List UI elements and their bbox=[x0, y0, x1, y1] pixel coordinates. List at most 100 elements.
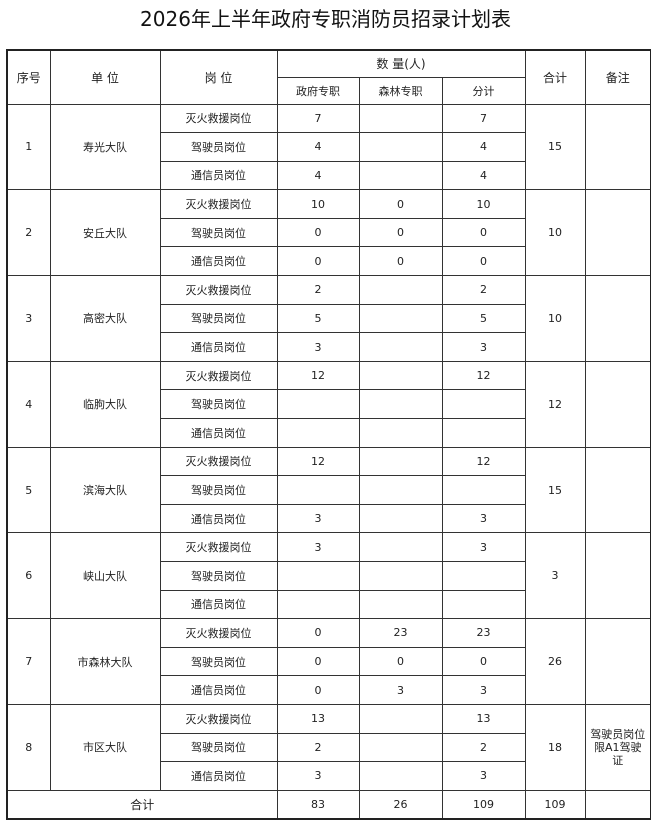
subtotal-cell: 23 bbox=[441, 618, 526, 648]
note-cell bbox=[584, 446, 651, 534]
table-row: 驾驶员岗位 bbox=[7, 561, 651, 591]
header-unit: 单 位 bbox=[49, 49, 161, 105]
unit-cell: 寿光大队 bbox=[49, 103, 161, 191]
header-forest: 森林专职 bbox=[358, 76, 443, 105]
subtotal-cell bbox=[441, 589, 526, 620]
subtotal-cell: 3 bbox=[441, 761, 526, 791]
forest-cell: 0 bbox=[358, 189, 443, 219]
subtotal-cell: 12 bbox=[441, 446, 526, 477]
position-cell: 通信员岗位 bbox=[159, 332, 278, 362]
position-cell: 驾驶员岗位 bbox=[159, 303, 278, 334]
total-cell: 10 bbox=[524, 189, 586, 277]
gov-cell: 3 bbox=[276, 761, 360, 791]
index-cell: 4 bbox=[6, 360, 51, 448]
position-cell: 驾驶员岗位 bbox=[159, 561, 278, 591]
table-row: 通信员岗位 bbox=[7, 589, 651, 620]
note-cell bbox=[584, 189, 651, 277]
unit-cell: 市区大队 bbox=[49, 703, 161, 791]
position-cell: 灭火救援岗位 bbox=[159, 103, 278, 134]
forest-cell bbox=[358, 732, 443, 763]
position-cell: 灭火救援岗位 bbox=[159, 275, 278, 305]
unit-cell: 临朐大队 bbox=[49, 360, 161, 448]
position-cell: 通信员岗位 bbox=[159, 589, 278, 620]
summary-note bbox=[584, 789, 651, 820]
gov-cell: 3 bbox=[276, 532, 360, 562]
header-gov: 政府专职 bbox=[276, 76, 360, 105]
header-index: 序号 bbox=[6, 49, 51, 105]
table-row: 通信员岗位 4 4 bbox=[7, 160, 651, 191]
position-cell: 通信员岗位 bbox=[159, 418, 278, 448]
position-cell: 通信员岗位 bbox=[159, 246, 278, 277]
position-cell: 驾驶员岗位 bbox=[159, 475, 278, 505]
gov-cell bbox=[276, 389, 360, 420]
table-row: 2 安丘大队 灭火救援岗位 10 0 10 10 bbox=[6, 189, 651, 277]
note-cell bbox=[584, 532, 651, 620]
index-cell: 6 bbox=[6, 532, 51, 620]
index-cell: 1 bbox=[6, 103, 51, 191]
summary-label: 合计 bbox=[6, 789, 278, 820]
forest-cell: 0 bbox=[358, 646, 443, 677]
table-row: 8 市区大队 灭火救援岗位 13 13 18 驾驶员岗位限A1驾驶证 bbox=[6, 703, 651, 791]
forest-cell bbox=[358, 761, 443, 791]
gov-cell: 13 bbox=[276, 703, 360, 734]
table-row: 5 滨海大队 灭火救援岗位 12 12 15 bbox=[6, 446, 651, 534]
header-quantity: 数 量(人) bbox=[276, 49, 526, 78]
gov-cell: 2 bbox=[276, 732, 360, 763]
gov-cell: 0 bbox=[276, 646, 360, 677]
header-note: 备注 bbox=[584, 49, 651, 105]
summary-subtotal: 109 bbox=[441, 789, 526, 820]
position-cell: 通信员岗位 bbox=[159, 761, 278, 791]
gov-cell bbox=[276, 475, 360, 505]
subtotal-cell bbox=[441, 561, 526, 591]
forest-cell bbox=[358, 532, 443, 562]
forest-cell bbox=[358, 703, 443, 734]
unit-cell: 安丘大队 bbox=[49, 189, 161, 277]
forest-cell bbox=[358, 360, 443, 391]
subtotal-cell: 3 bbox=[441, 532, 526, 562]
position-cell: 驾驶员岗位 bbox=[159, 217, 278, 248]
gov-cell: 0 bbox=[276, 246, 360, 277]
forest-cell bbox=[358, 446, 443, 477]
subtotal-cell bbox=[441, 389, 526, 420]
table-row: 1 寿光大队 灭火救援岗位 7 7 15 bbox=[6, 103, 651, 191]
subtotal-cell: 0 bbox=[441, 246, 526, 277]
table-row: 4 临朐大队 灭火救援岗位 12 12 12 bbox=[6, 360, 651, 448]
index-cell: 5 bbox=[6, 446, 51, 534]
gov-cell: 10 bbox=[276, 189, 360, 219]
forest-cell: 23 bbox=[358, 618, 443, 648]
forest-cell bbox=[358, 332, 443, 362]
gov-cell bbox=[276, 418, 360, 448]
unit-cell: 高密大队 bbox=[49, 275, 161, 362]
page-title: 2026年上半年政府专职消防员招录计划表 bbox=[140, 7, 511, 31]
subtotal-cell: 2 bbox=[441, 732, 526, 763]
summary-row: 合计 83 26 109 109 bbox=[6, 789, 651, 820]
position-cell: 通信员岗位 bbox=[159, 503, 278, 534]
forest-cell bbox=[358, 589, 443, 620]
forest-cell bbox=[358, 160, 443, 191]
table-row: 通信员岗位 3 3 bbox=[7, 332, 651, 362]
total-cell: 15 bbox=[524, 103, 586, 191]
subtotal-cell bbox=[441, 475, 526, 505]
forest-cell bbox=[358, 132, 443, 162]
gov-cell bbox=[276, 589, 360, 620]
gov-cell: 3 bbox=[276, 332, 360, 362]
note-cell bbox=[584, 618, 651, 705]
summary-total: 109 bbox=[524, 789, 586, 820]
index-cell: 3 bbox=[6, 275, 51, 362]
gov-cell: 4 bbox=[276, 132, 360, 162]
position-cell: 灭火救援岗位 bbox=[159, 360, 278, 391]
subtotal-cell: 13 bbox=[441, 703, 526, 734]
forest-cell: 0 bbox=[358, 246, 443, 277]
table-row: 6 峡山大队 灭火救援岗位 3 3 3 bbox=[6, 532, 651, 620]
gov-cell: 0 bbox=[276, 675, 360, 705]
position-cell: 通信员岗位 bbox=[159, 675, 278, 705]
position-cell: 灭火救援岗位 bbox=[159, 446, 278, 477]
table-row: 7 市森林大队 灭火救援岗位 0 23 23 26 bbox=[6, 618, 651, 705]
forest-cell bbox=[358, 503, 443, 534]
total-cell: 18 bbox=[524, 703, 586, 791]
table-row: 通信员岗位 3 3 bbox=[7, 503, 651, 534]
summary-gov: 83 bbox=[276, 789, 360, 820]
subtotal-cell: 10 bbox=[441, 189, 526, 219]
table-row: 驾驶员岗位 bbox=[7, 475, 651, 505]
table-row: 驾驶员岗位 5 5 bbox=[7, 303, 651, 334]
